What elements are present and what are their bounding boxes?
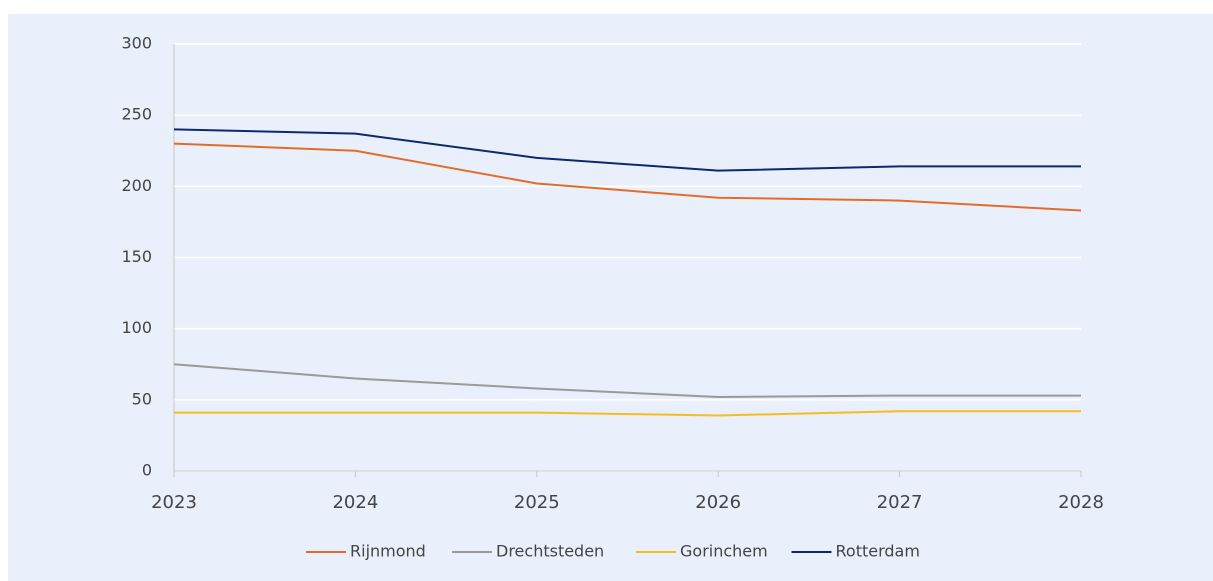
legend-label: Rotterdam	[836, 542, 920, 561]
x-tick-label: 2028	[1058, 492, 1104, 513]
series-line	[173, 142, 1082, 212]
x-tick-label: 2027	[877, 492, 923, 513]
legend-label: Drechtsteden	[496, 542, 604, 561]
chart-background	[8, 14, 1213, 581]
series-line	[173, 363, 1081, 398]
y-tick-label: 50	[132, 389, 152, 408]
y-tick-label: 150	[121, 247, 152, 266]
series-line	[173, 128, 1081, 172]
y-tick-label: 300	[121, 34, 152, 53]
legend-label: Gorinchem	[680, 542, 768, 561]
y-tick-label: 200	[121, 176, 152, 195]
x-tick-label: 2024	[332, 492, 378, 513]
x-tick-label: 2026	[695, 492, 741, 513]
series-line	[174, 410, 1081, 417]
x-tick-label: 2023	[151, 492, 197, 513]
x-tick-label: 2025	[514, 492, 560, 513]
y-tick-label: 0	[142, 461, 152, 480]
y-tick-label: 250	[121, 105, 152, 124]
legend-label: Rijnmond	[350, 542, 426, 561]
y-tick-label: 100	[121, 318, 152, 337]
